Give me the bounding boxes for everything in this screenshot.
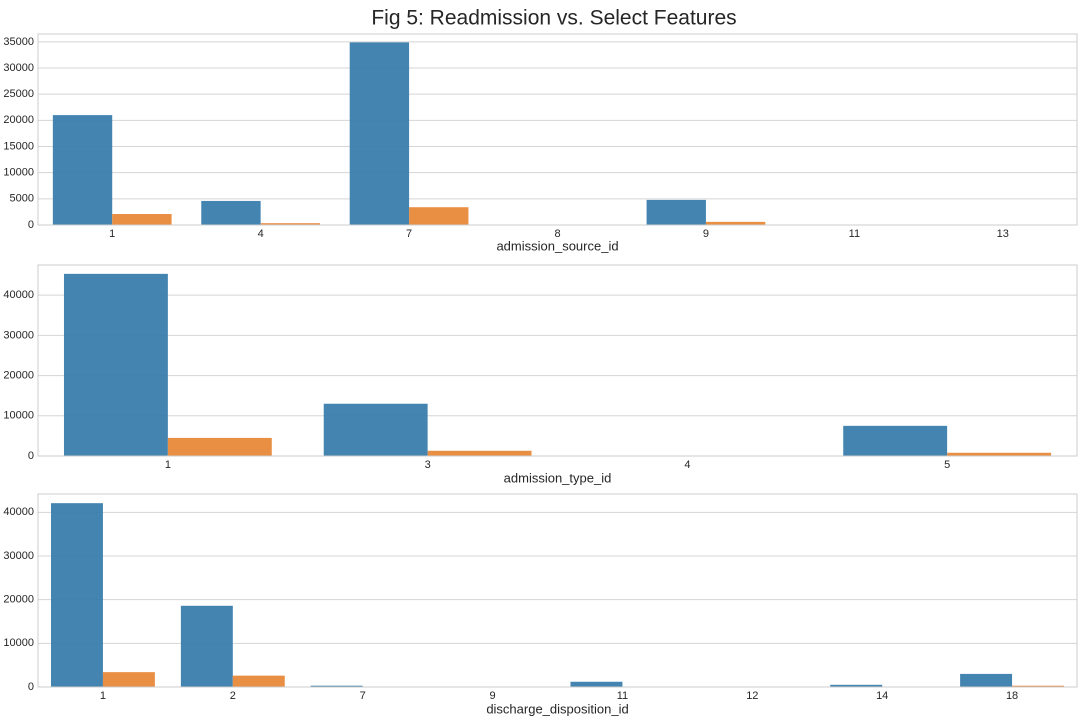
x-tick-label: 8 [554,228,560,240]
plot-area [38,34,1077,225]
bar [260,223,321,225]
y-tick-label: 10000 [3,637,34,649]
bar [960,673,1013,687]
chart-0: 0 5000 10000 15000 20000 25000 30000 35000 1 4 7 8 9… [3,33,1078,253]
x-tick-label: 3 [425,459,431,471]
y-tick-label: 20000 [3,369,34,381]
x-tick-label: 4 [258,228,264,240]
bar [570,681,623,687]
bar [947,452,1052,456]
plot-frame [37,264,1078,457]
plot-frame [37,33,1078,226]
x-tick-label: 9 [490,690,496,702]
chart-1: 0 10000 20000 30000 40000 1 3 4 5 admission_type_… [3,264,1078,485]
x-tick-label: 11 [617,690,628,702]
x-tick-label: 9 [703,228,709,240]
bar [180,605,233,687]
y-tick-label: 30000 [3,62,34,74]
bar [830,684,883,687]
x-axis-label: discharge_disposition_id [486,701,628,716]
bar [310,685,363,687]
bar [705,221,766,225]
bar [112,214,172,225]
bar [409,207,469,225]
y-tick-label: 20000 [3,594,34,606]
y-tick-label: 15000 [3,140,34,152]
bar [232,675,285,687]
x-tick-label: 1 [100,690,106,702]
y-tick-label: 10000 [3,167,34,179]
x-tick-label: 7 [360,690,366,702]
x-axis-label: admission_type_id [504,470,612,485]
y-tick-label: 5000 [10,193,34,205]
x-tick-label: 2 [230,690,236,702]
y-tick-label: 20000 [3,114,34,126]
bar [1012,685,1065,687]
y-tick-label: 30000 [3,550,34,562]
bar [52,115,113,225]
bar [323,403,428,456]
plot-frame [37,493,1078,688]
y-tick-label: 40000 [3,506,34,518]
x-tick-label: 1 [109,228,115,240]
bar [349,42,410,225]
y-tick-label: 40000 [3,289,34,301]
y-tick-label: 25000 [3,88,34,100]
x-tick-label: 12 [746,690,758,702]
y-tick-label: 35000 [3,36,34,48]
x-tick-label: 11 [849,228,860,240]
plot-area [38,265,1077,456]
bar [102,672,155,687]
bar [646,199,706,225]
x-tick-label: 14 [876,690,888,702]
y-tick-label: 0 [28,450,34,462]
y-tick-label: 30000 [3,329,34,341]
y-tick-label: 0 [28,681,34,693]
bar [427,450,532,456]
x-tick-label: 13 [997,228,1009,240]
y-tick-label: 0 [28,219,34,231]
x-tick-label: 4 [684,459,690,471]
x-axis-label: admission_source_id [496,238,618,253]
x-tick-label: 18 [1006,690,1018,702]
bar [843,425,948,456]
bar [167,437,272,456]
x-tick-label: 1 [165,459,171,471]
x-tick-label: 5 [944,459,950,471]
figure-title: Fig 5: Readmission vs. Select Features [371,7,736,30]
y-tick-label: 10000 [3,410,34,422]
bar [50,503,103,687]
bar [201,200,261,225]
x-tick-label: 7 [406,228,412,240]
bar [63,273,168,456]
